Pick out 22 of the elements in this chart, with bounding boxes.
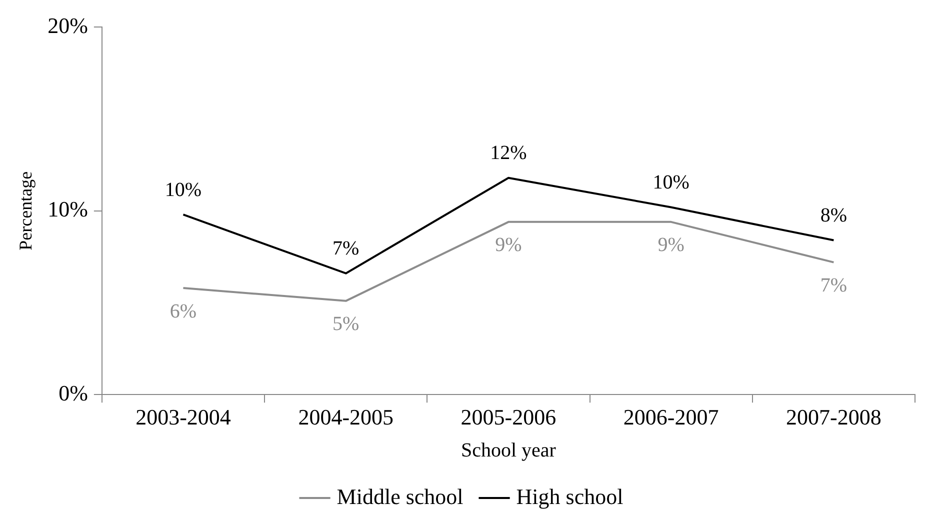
legend-label: High school [516,484,624,509]
data-label: 9% [658,234,684,256]
data-label: 9% [495,234,522,256]
y-tick-label: 20% [48,12,88,38]
y-tick-label: 0% [58,380,88,406]
data-label: 5% [332,313,360,336]
data-label: 10% [164,178,202,201]
data-label: 7% [820,274,848,297]
legend-label: Middle school [336,484,464,509]
x-tick-label: 2003-2004 [136,404,231,430]
data-label: 7% [332,238,360,260]
x-tick-label: 2005-2006 [460,404,556,430]
data-label: 8% [820,204,848,227]
x-tick-label: 2007-2008 [786,404,882,430]
x-tick-label: 2004-2005 [298,404,394,430]
data-label: 12% [490,142,527,164]
y-axis-title: Percentage [16,171,36,250]
y-tick-label: 10% [48,196,88,222]
data-label: 10% [652,171,690,194]
x-tick-label: 2006-2007 [623,404,719,430]
x-axis-title: School year [460,439,556,462]
data-label: 6% [170,300,197,322]
